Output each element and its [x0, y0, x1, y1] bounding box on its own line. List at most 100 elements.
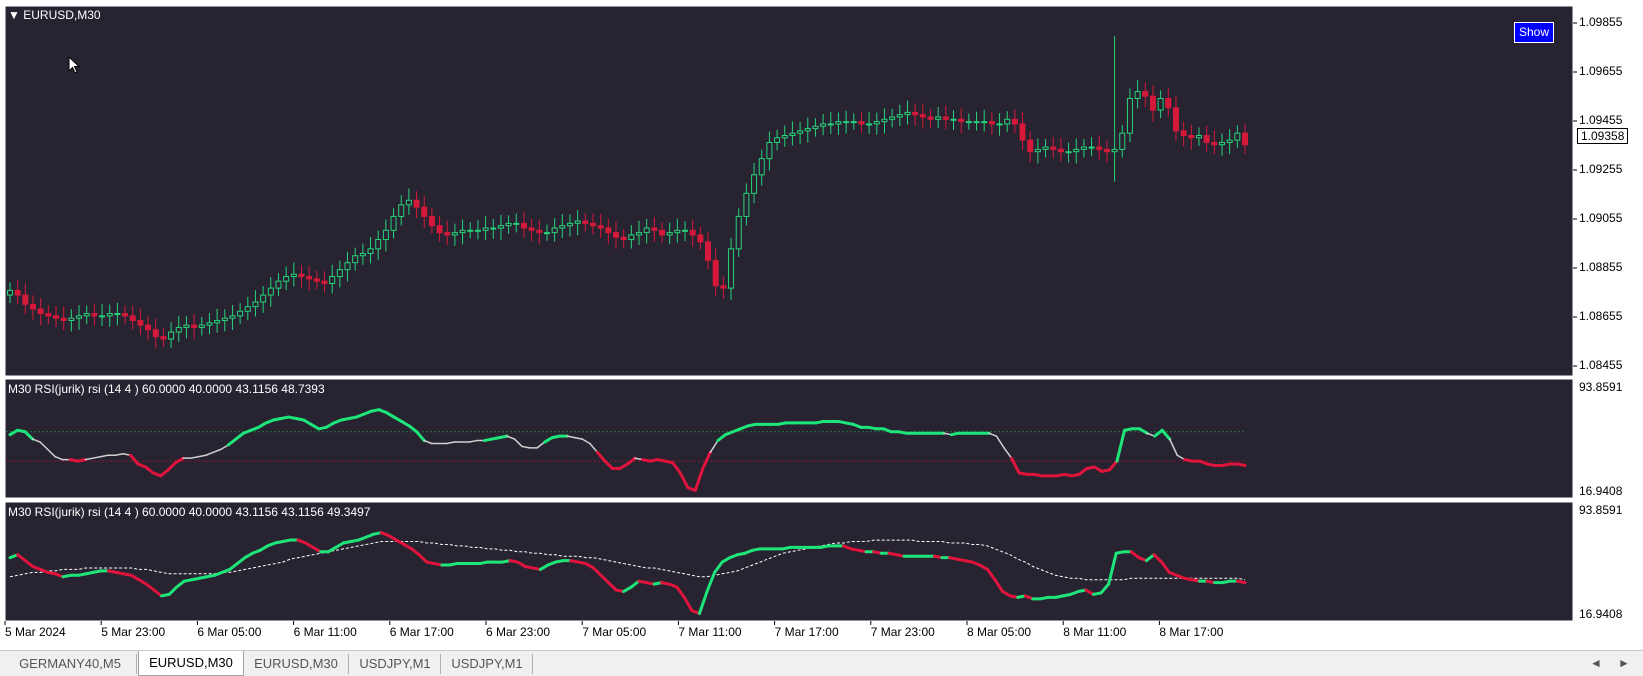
rsi-line-segment [513, 438, 523, 448]
candle-body [597, 225, 604, 229]
rsi-pane-1-scale-bottom: 16.9408 [1579, 484, 1623, 498]
candle-body [1073, 148, 1080, 153]
candle-body [413, 199, 420, 208]
candle-body [866, 123, 873, 126]
rsi-line-segment [423, 439, 433, 445]
candle-body [996, 123, 1003, 126]
rsi-line-segment [506, 435, 516, 440]
candle-body [620, 236, 627, 241]
candle-body [1057, 148, 1064, 153]
candle-body [99, 315, 106, 318]
candle-body [942, 116, 949, 120]
candle-body [329, 276, 336, 284]
candle-body [1226, 139, 1233, 143]
tab-chart-5[interactable]: USDJPY,M1 [442, 654, 533, 674]
rsi-line-segment [1145, 553, 1156, 563]
candle-body [91, 313, 98, 317]
rsi-line-segment [189, 455, 200, 459]
rsi-line-segment [174, 456, 185, 465]
candle-body [1027, 139, 1034, 153]
candle-body [436, 225, 443, 234]
chart-window[interactable]: ▼ EURUSD,M30 M30 RSI(jurik) rsi (14 4 ) … [0, 0, 1643, 650]
chart-canvas[interactable] [0, 0, 1643, 650]
tab-chart-2[interactable]: EURUSD,M30 [138, 651, 244, 676]
candle-body [214, 320, 221, 324]
candle-body [260, 294, 267, 303]
rsi-line-segment [716, 433, 727, 443]
collapse-triangle-icon[interactable]: ▼ [8, 8, 20, 22]
candle-body [697, 234, 704, 243]
candle-body [758, 158, 765, 176]
candle-body [873, 121, 880, 125]
rsi-line-segment [415, 430, 426, 443]
rsi-line-segment [46, 448, 56, 458]
price-scale-label: 1.09855 [1579, 15, 1623, 29]
rsi-line-segment [152, 588, 164, 598]
rsi-line-segment [536, 441, 546, 449]
tab-chart-4[interactable]: USDJPY,M1 [350, 654, 441, 674]
candle-body [689, 229, 696, 236]
rsi-line-segment [99, 454, 109, 458]
time-axis-label: 7 Mar 11:00 [678, 625, 742, 639]
rsi-line-segment [497, 434, 509, 440]
candle-body [298, 273, 305, 278]
rsi-line-segment [1160, 428, 1172, 441]
rsi-line-segment [521, 445, 531, 449]
rsi-line-segment [1168, 438, 1178, 456]
candle-body [1149, 95, 1156, 111]
tab-chart-3[interactable]: EURUSD,M30 [244, 654, 349, 674]
rsi-line-segment [697, 589, 709, 616]
rsi-line-segment [589, 442, 599, 454]
candle-body [774, 137, 781, 143]
candle-body [536, 229, 543, 234]
candle-body [60, 317, 67, 321]
candle-body [720, 285, 727, 289]
rsi-line-segment [92, 455, 102, 459]
price-scale-label: 1.09455 [1579, 113, 1623, 127]
candle-body [191, 324, 198, 328]
tab-scroll-right-icon[interactable]: ► [1618, 656, 1630, 670]
candle-body [467, 229, 474, 232]
rsi-line-segment [709, 439, 719, 454]
candle-body [451, 232, 458, 236]
rsi-line-segment [693, 466, 705, 493]
candle-body [14, 289, 21, 296]
rsi-line-segment [84, 457, 94, 461]
rsi-line-segment [995, 435, 1005, 449]
tab-chart-1[interactable]: GERMANY40,M5 [4, 654, 137, 674]
time-axis-label: 5 Mar 2024 [5, 625, 66, 639]
candle-body [1195, 135, 1202, 139]
candle-body [83, 313, 90, 317]
candle-body [1172, 107, 1179, 132]
candle-body [497, 225, 504, 229]
price-scale-label: 1.09055 [1579, 211, 1623, 225]
chart-tabs: GERMANY40,M5 EURUSD,M30 EURUSD,M30 USDJPY,M… [0, 650, 1643, 676]
candle-body [1019, 123, 1026, 141]
candle-body [290, 273, 297, 278]
rsi-line-segment [468, 439, 478, 443]
candle-body [306, 276, 313, 280]
rsi-line-segment [234, 431, 245, 441]
candle-body [405, 199, 412, 206]
candle-body [812, 125, 819, 130]
candle-body [352, 255, 359, 264]
rsi-line-segment [212, 448, 222, 454]
candle-body [421, 206, 428, 217]
candle-body [612, 232, 619, 238]
candle-body [582, 220, 589, 224]
rsi-line-segment [39, 441, 49, 451]
candle-body [927, 116, 934, 120]
rsi-line-segment [1077, 466, 1089, 476]
tab-scroll-left-icon[interactable]: ◄ [1590, 656, 1602, 670]
candle-body [198, 324, 205, 328]
show-button[interactable]: Show [1514, 22, 1555, 43]
candle-body [482, 227, 489, 231]
candle-body [636, 232, 643, 236]
candle-body [267, 287, 274, 296]
time-axis-label: 8 Mar 17:00 [1159, 625, 1224, 639]
price-scale-label: 1.08655 [1579, 309, 1623, 323]
candle-body [474, 229, 481, 232]
candle-body [1126, 98, 1133, 134]
candle-body [981, 121, 988, 124]
rsi-line-segment [228, 562, 239, 571]
